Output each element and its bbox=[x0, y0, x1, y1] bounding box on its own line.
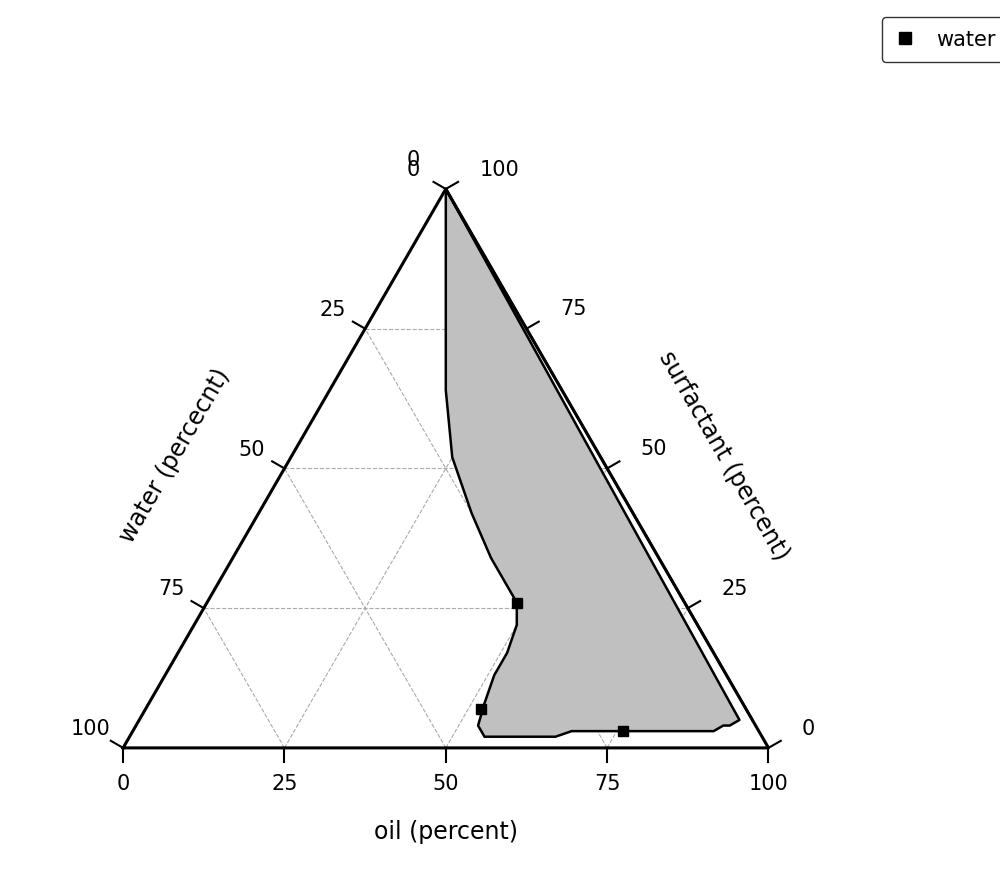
Text: 0: 0 bbox=[802, 719, 815, 738]
Text: 100: 100 bbox=[479, 160, 519, 180]
Text: water (percecnt): water (percecnt) bbox=[115, 365, 234, 547]
Text: 50: 50 bbox=[239, 440, 265, 460]
Text: oil (percent): oil (percent) bbox=[374, 820, 518, 844]
Text: 75: 75 bbox=[594, 773, 620, 794]
Text: 0: 0 bbox=[407, 149, 420, 170]
Legend: water: water bbox=[882, 17, 1000, 63]
Text: 0: 0 bbox=[116, 773, 130, 794]
Text: 100: 100 bbox=[71, 719, 111, 739]
Text: 25: 25 bbox=[721, 578, 748, 599]
Text: 50: 50 bbox=[641, 439, 667, 460]
Text: 75: 75 bbox=[158, 579, 185, 600]
Text: 25: 25 bbox=[271, 773, 298, 794]
Text: surfactant (percent): surfactant (percent) bbox=[654, 347, 793, 564]
Text: 25: 25 bbox=[319, 300, 346, 320]
Polygon shape bbox=[446, 189, 752, 737]
Text: 0: 0 bbox=[407, 160, 420, 181]
Text: 50: 50 bbox=[433, 773, 459, 794]
Text: 100: 100 bbox=[749, 773, 788, 794]
Text: 75: 75 bbox=[560, 299, 587, 319]
